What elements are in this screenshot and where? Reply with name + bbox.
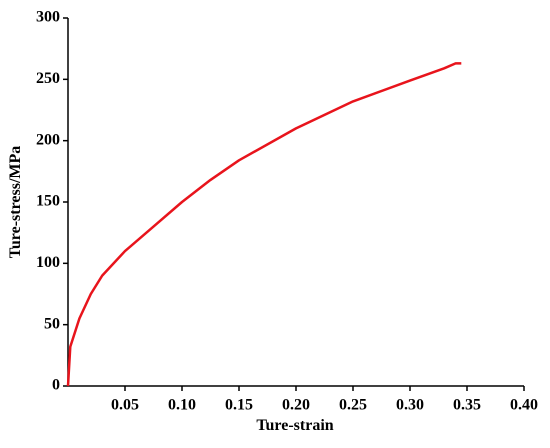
y-tick-label: 200 — [36, 131, 60, 148]
y-tick-label: 250 — [36, 70, 60, 87]
y-tick-label: 150 — [36, 193, 60, 210]
y-axis-label: Ture-stress/MPa — [7, 146, 24, 259]
x-tick-label: 0.25 — [339, 397, 367, 414]
line — [66, 62, 462, 387]
x-tick-label: 0.05 — [111, 397, 139, 414]
x-tick-label: 0.15 — [225, 397, 253, 414]
x-tick-label: 0.40 — [510, 397, 538, 414]
x-tick-label: 0.30 — [396, 397, 424, 414]
y-tick-label: 100 — [36, 254, 60, 271]
x-tick-label: 0.35 — [453, 397, 481, 414]
y-tick-label: 50 — [44, 315, 60, 332]
x-axis-label: Ture-strain — [256, 417, 333, 434]
x-tick-label: 0.10 — [168, 397, 196, 414]
x-tick-label: 0.20 — [282, 397, 310, 414]
y-tick-label: 0 — [52, 377, 60, 394]
y-tick-label: 300 — [36, 9, 60, 26]
